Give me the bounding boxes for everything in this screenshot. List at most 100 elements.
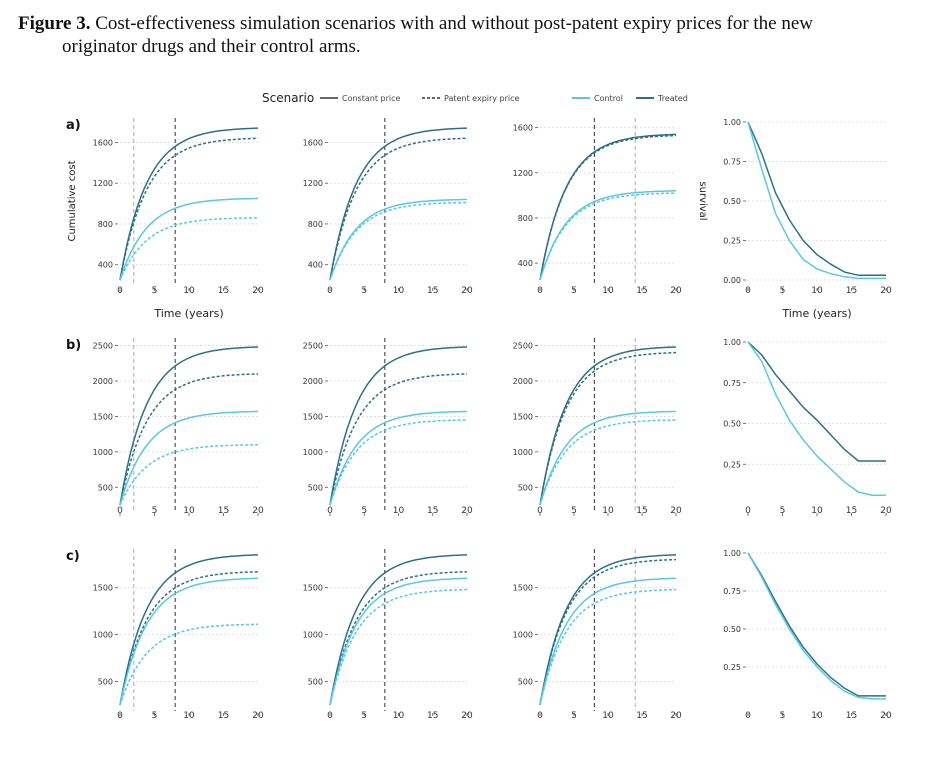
x-tick-label: 5 bbox=[361, 711, 367, 721]
y-tick-label: 1600 bbox=[303, 138, 323, 147]
series-control-patent bbox=[119, 623, 259, 706]
y-tick-label: 0.75 bbox=[723, 379, 741, 388]
caption-text-line1: Cost-effectiveness simulation scenarios … bbox=[95, 13, 814, 34]
legend-label-constant-price: Constant price bbox=[342, 94, 400, 103]
x-tick-label: 20 bbox=[252, 711, 264, 721]
series-treated-constant bbox=[119, 346, 259, 506]
row-label: a) bbox=[66, 118, 81, 133]
x-tick-label: 5 bbox=[571, 506, 577, 516]
series-treated-patent bbox=[539, 351, 677, 506]
series-treated-patent bbox=[539, 134, 677, 281]
y-tick-label: 1.00 bbox=[723, 118, 741, 127]
series-treated-patent bbox=[329, 571, 468, 706]
series-control-constant bbox=[329, 198, 467, 281]
series-control-constant bbox=[119, 577, 259, 706]
series-treated-patent bbox=[329, 137, 468, 281]
x-tick-label: 10 bbox=[602, 286, 614, 296]
series-control-constant bbox=[329, 577, 468, 706]
y-tick-label: 500 bbox=[518, 678, 533, 687]
x-tick-label: 10 bbox=[811, 506, 823, 516]
y-tick-label: 1600 bbox=[513, 124, 533, 133]
x-tick-label: 5 bbox=[571, 711, 577, 721]
x-tick-label: 0 bbox=[745, 286, 751, 296]
series-treated-patent bbox=[119, 571, 259, 706]
x-tick-label: 20 bbox=[880, 506, 892, 516]
y-axis-label-survival: survival bbox=[697, 181, 708, 220]
x-tick-label: 5 bbox=[780, 506, 786, 516]
series-treated-constant bbox=[329, 554, 468, 706]
x-tick-label: 15 bbox=[427, 711, 438, 721]
y-tick-label: 2500 bbox=[93, 342, 113, 351]
series-treated-constant bbox=[329, 127, 468, 281]
x-tick-label: 10 bbox=[393, 711, 405, 721]
x-tick-label: 0 bbox=[537, 506, 543, 516]
y-tick-label: 0.50 bbox=[723, 420, 741, 429]
series-control-patent bbox=[329, 201, 468, 281]
y-tick-label: 1000 bbox=[303, 631, 323, 640]
series-control-patent bbox=[539, 419, 676, 506]
x-tick-label: 10 bbox=[183, 506, 195, 516]
survival-series-treated bbox=[747, 121, 886, 277]
x-tick-label: 5 bbox=[152, 506, 158, 516]
x-tick-label: 10 bbox=[602, 711, 614, 721]
figure-label: Figure 3. bbox=[18, 13, 91, 34]
y-tick-label: 1600 bbox=[93, 138, 113, 147]
y-tick-label: 0.25 bbox=[723, 663, 741, 672]
x-tick-label: 0 bbox=[327, 506, 333, 516]
x-tick-label: 15 bbox=[636, 506, 647, 516]
y-tick-label: 500 bbox=[98, 483, 113, 492]
x-tick-label: 0 bbox=[117, 506, 123, 516]
series-treated-constant bbox=[329, 346, 468, 506]
legend: Scenario Constant price Patent expiry pr… bbox=[262, 91, 688, 105]
x-tick-label: 0 bbox=[327, 286, 333, 296]
y-tick-label: 2000 bbox=[93, 377, 113, 386]
series-treated-constant bbox=[539, 133, 677, 281]
y-tick-label: 1500 bbox=[513, 412, 533, 421]
survival-series-control bbox=[747, 121, 886, 280]
y-tick-label: 2000 bbox=[513, 377, 533, 386]
x-axis-label: Time (years) bbox=[781, 307, 851, 320]
x-tick-label: 20 bbox=[252, 506, 264, 516]
series-control-constant bbox=[119, 410, 258, 506]
y-tick-label: 800 bbox=[98, 220, 113, 229]
x-tick-label: 15 bbox=[636, 711, 647, 721]
series-treated-constant bbox=[539, 554, 677, 706]
x-tick-label: 20 bbox=[461, 711, 473, 721]
plot-grid: a) 400 800 1200 1600 0 5 10 15 20 400 800 1200 1600 0 5… bbox=[66, 118, 892, 721]
x-tick-label: 15 bbox=[218, 711, 229, 721]
y-tick-label: 500 bbox=[308, 678, 323, 687]
y-tick-label: 2500 bbox=[303, 342, 323, 351]
y-tick-label: 2500 bbox=[513, 342, 533, 351]
figure-caption: Figure 3. Cost-effectiveness simulation … bbox=[18, 12, 923, 58]
y-tick-label: 0.50 bbox=[723, 625, 741, 634]
series-control-constant bbox=[539, 190, 677, 281]
y-tick-label: 500 bbox=[518, 483, 533, 492]
series-control-patent bbox=[539, 588, 677, 706]
x-tick-label: 0 bbox=[745, 711, 751, 721]
series-control-patent bbox=[539, 192, 677, 281]
series-treated-patent bbox=[119, 373, 259, 506]
series-treated-patent bbox=[329, 373, 468, 506]
y-tick-label: 400 bbox=[308, 261, 323, 270]
y-tick-label: 1200 bbox=[303, 179, 323, 188]
y-tick-label: 1.00 bbox=[723, 549, 741, 558]
y-tick-label: 1000 bbox=[513, 631, 533, 640]
y-tick-label: 1500 bbox=[303, 412, 323, 421]
x-tick-label: 0 bbox=[537, 711, 543, 721]
series-control-patent bbox=[329, 419, 467, 506]
x-tick-label: 20 bbox=[880, 711, 892, 721]
legend-title: Scenario bbox=[262, 91, 314, 105]
y-tick-label: 0.50 bbox=[723, 197, 741, 206]
series-treated-patent bbox=[539, 558, 677, 706]
y-tick-label: 0.75 bbox=[723, 587, 741, 596]
x-tick-label: 5 bbox=[571, 286, 577, 296]
x-tick-label: 15 bbox=[218, 506, 229, 516]
y-tick-label: 2000 bbox=[303, 377, 323, 386]
x-tick-label: 0 bbox=[537, 286, 543, 296]
x-tick-label: 0 bbox=[117, 286, 123, 296]
x-tick-label: 20 bbox=[461, 506, 473, 516]
series-treated-constant bbox=[119, 554, 259, 706]
legend-label-treated: Treated bbox=[657, 94, 688, 103]
row-label: c) bbox=[66, 549, 80, 564]
x-tick-label: 15 bbox=[846, 286, 857, 296]
